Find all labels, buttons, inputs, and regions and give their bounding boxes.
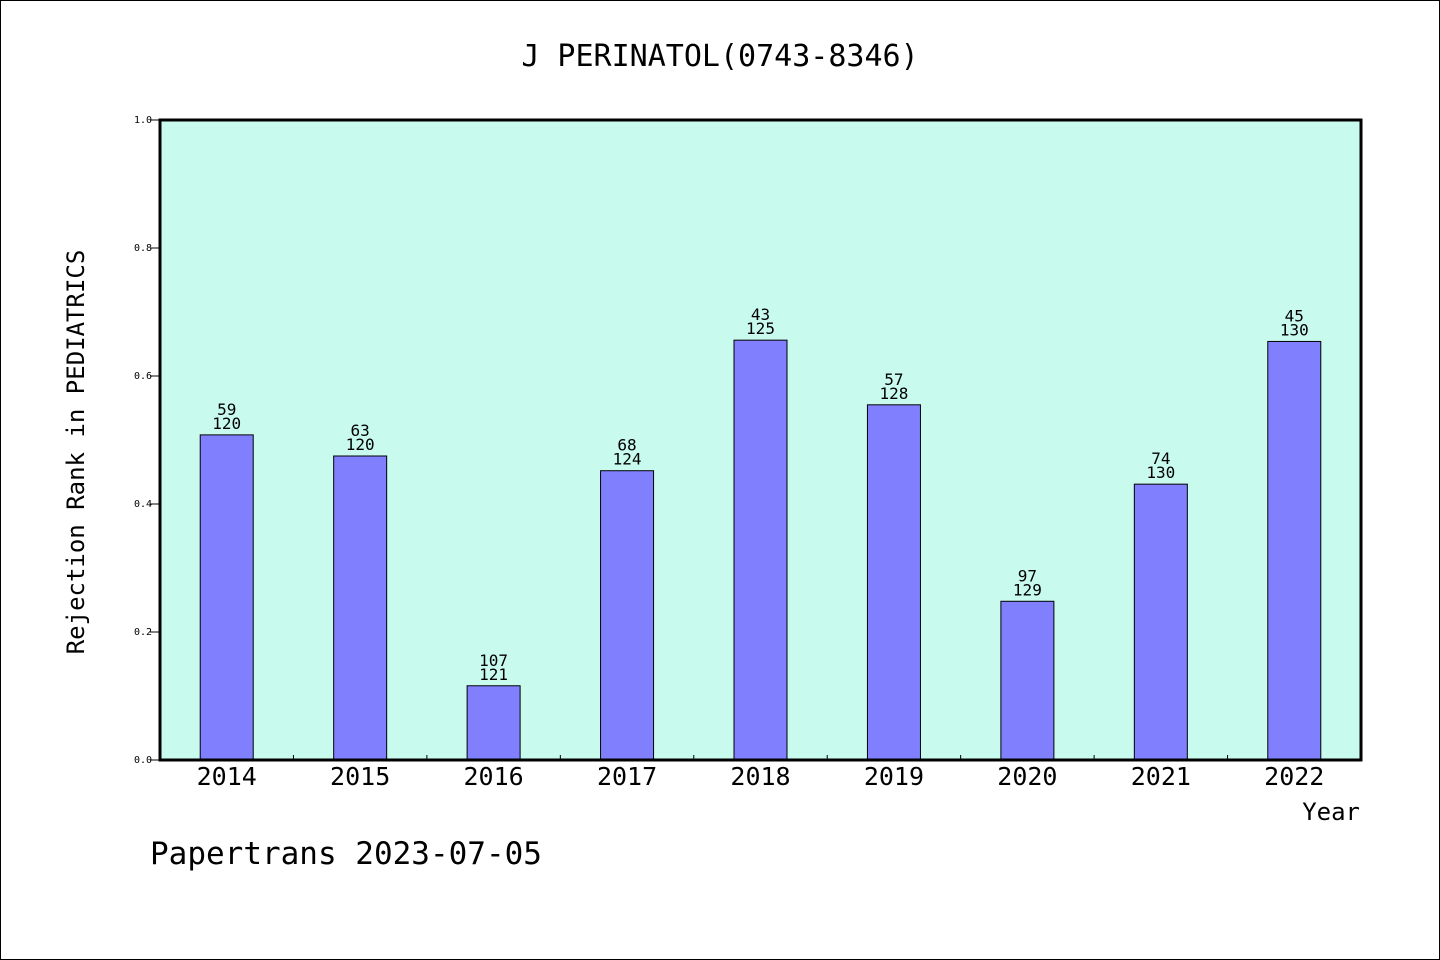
x-axis: 2014 2015 2016 2017 2018 2019 2020 2021 2022 — [197, 755, 1324, 791]
bar-label-rank: 107 — [479, 651, 508, 670]
bar-label-rank: 74 — [1151, 449, 1170, 468]
bar-label-rank: 63 — [351, 421, 370, 440]
bar-label-total: 130 — [1146, 463, 1175, 482]
y-axis: 0.0 0.2 0.4 0.6 0.8 1.0 — [134, 115, 160, 766]
x-axis-label: Year — [1302, 798, 1360, 826]
plot-border — [158, 118, 1363, 762]
y-axis-label: Rejection Rank in PEDIATRICS — [62, 250, 90, 655]
x-tick-label: 2020 — [997, 762, 1057, 791]
x-tick-label: 2016 — [464, 762, 524, 791]
bar-label-rank: 97 — [1018, 566, 1037, 585]
chart-title: J PERINATOL(0743-8346) — [521, 39, 918, 74]
footer-text: Papertrans 2023-07-05 — [150, 836, 542, 872]
bar-2016 — [466, 685, 521, 761]
bar-2020 — [1000, 600, 1055, 761]
bar-label-rank: 43 — [751, 305, 770, 324]
bar-label-total: 120 — [346, 435, 375, 454]
bar-label-total: 124 — [613, 450, 642, 469]
y-tick-label: 0.0 — [134, 755, 152, 766]
bar-2014 — [199, 434, 254, 761]
bar-label-total: 121 — [479, 665, 508, 684]
bar-label-total: 130 — [1280, 320, 1309, 339]
bar-2018 — [733, 339, 788, 761]
y-tick-label: 0.4 — [134, 499, 152, 510]
bar-label-rank: 68 — [617, 436, 636, 455]
bars-group — [199, 339, 1322, 761]
x-tick-label: 2019 — [864, 762, 924, 791]
y-tick-label: 1.0 — [134, 115, 152, 126]
bar-label-total: 129 — [1013, 580, 1042, 599]
y-tick-label: 0.2 — [134, 627, 152, 638]
y-tick-label: 0.8 — [134, 243, 152, 254]
x-tick-label: 2014 — [197, 762, 257, 791]
bar-2017 — [600, 470, 655, 761]
bar-2022 — [1267, 340, 1322, 761]
x-tick-label: 2015 — [330, 762, 390, 791]
bar-label-rank: 45 — [1285, 306, 1304, 325]
bar-2015 — [333, 455, 388, 761]
y-tick-label: 0.6 — [134, 371, 152, 382]
bar-label-total: 125 — [746, 319, 775, 338]
bar-label-total: 120 — [212, 414, 241, 433]
bar-label-rank: 57 — [884, 370, 903, 389]
x-tick-label: 2022 — [1264, 762, 1324, 791]
x-tick-label: 2017 — [597, 762, 657, 791]
bar-label-rank: 59 — [217, 400, 236, 419]
bar-label-total: 128 — [879, 384, 908, 403]
x-tick-label: 2021 — [1131, 762, 1191, 791]
bar-2021 — [1133, 483, 1188, 761]
x-tick-label: 2018 — [730, 762, 790, 791]
bar-2019 — [866, 404, 921, 761]
